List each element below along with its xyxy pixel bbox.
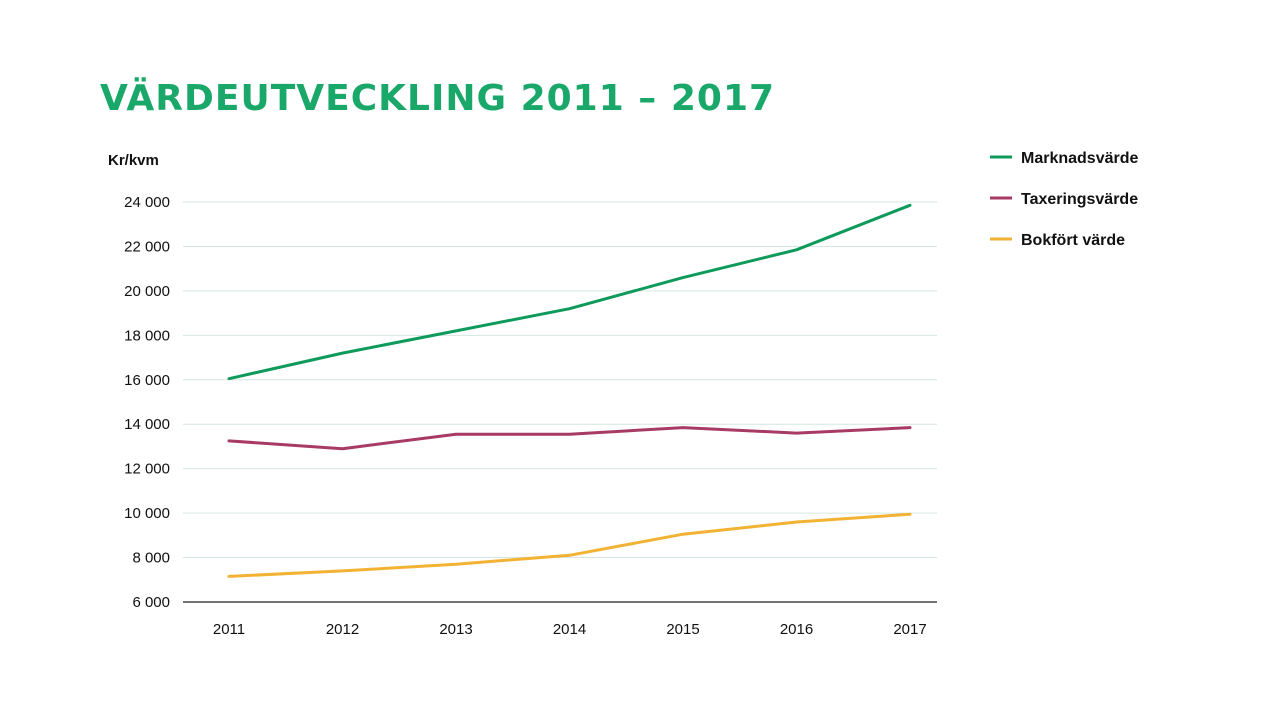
y-tick-label: 10 000 <box>124 505 170 522</box>
x-tick-label: 2011 <box>213 621 245 638</box>
x-tick-labels: 2011 2012 2013 2014 2015 2016 2017 <box>213 621 927 638</box>
y-tick-label: 24 000 <box>124 194 170 211</box>
y-tick-label: 16 000 <box>124 372 170 389</box>
gridlines <box>183 201 937 603</box>
x-tick-label: 2015 <box>666 621 699 638</box>
y-tick-label: 22 000 <box>124 238 170 255</box>
x-tick-label: 2012 <box>326 621 359 638</box>
legend-label: Taxeringsvärde <box>1021 191 1138 208</box>
legend: Marknadsvärde Taxeringsvärde Bokfört värde <box>990 150 1138 249</box>
series-lines <box>227 203 912 578</box>
series-line-marknadsv-rde <box>227 203 912 381</box>
y-tick-label: 18 000 <box>124 327 170 344</box>
series-line-bokf-rt-v-rde <box>227 512 912 578</box>
y-tick-label: 6 000 <box>132 594 170 611</box>
x-tick-label: 2016 <box>780 621 813 638</box>
y-axis-label: Kr/kvm <box>108 152 159 169</box>
x-tick-label: 2013 <box>439 621 472 638</box>
chart-title: VÄRDEUTVECKLING 2011 – 2017 <box>100 78 776 119</box>
y-tick-label: 12 000 <box>124 461 170 478</box>
x-tick-label: 2017 <box>893 621 926 638</box>
series-line-taxeringsv-rde <box>227 426 912 451</box>
y-tick-labels: 6 000 8 000 10 000 12 000 14 000 16 000 18 000… <box>124 194 170 611</box>
legend-label: Bokfört värde <box>1021 232 1125 249</box>
x-tick-label: 2014 <box>553 621 586 638</box>
y-tick-label: 8 000 <box>132 550 170 567</box>
legend-label: Marknadsvärde <box>1021 150 1138 167</box>
y-tick-label: 20 000 <box>124 283 170 300</box>
y-tick-label: 14 000 <box>124 416 170 433</box>
